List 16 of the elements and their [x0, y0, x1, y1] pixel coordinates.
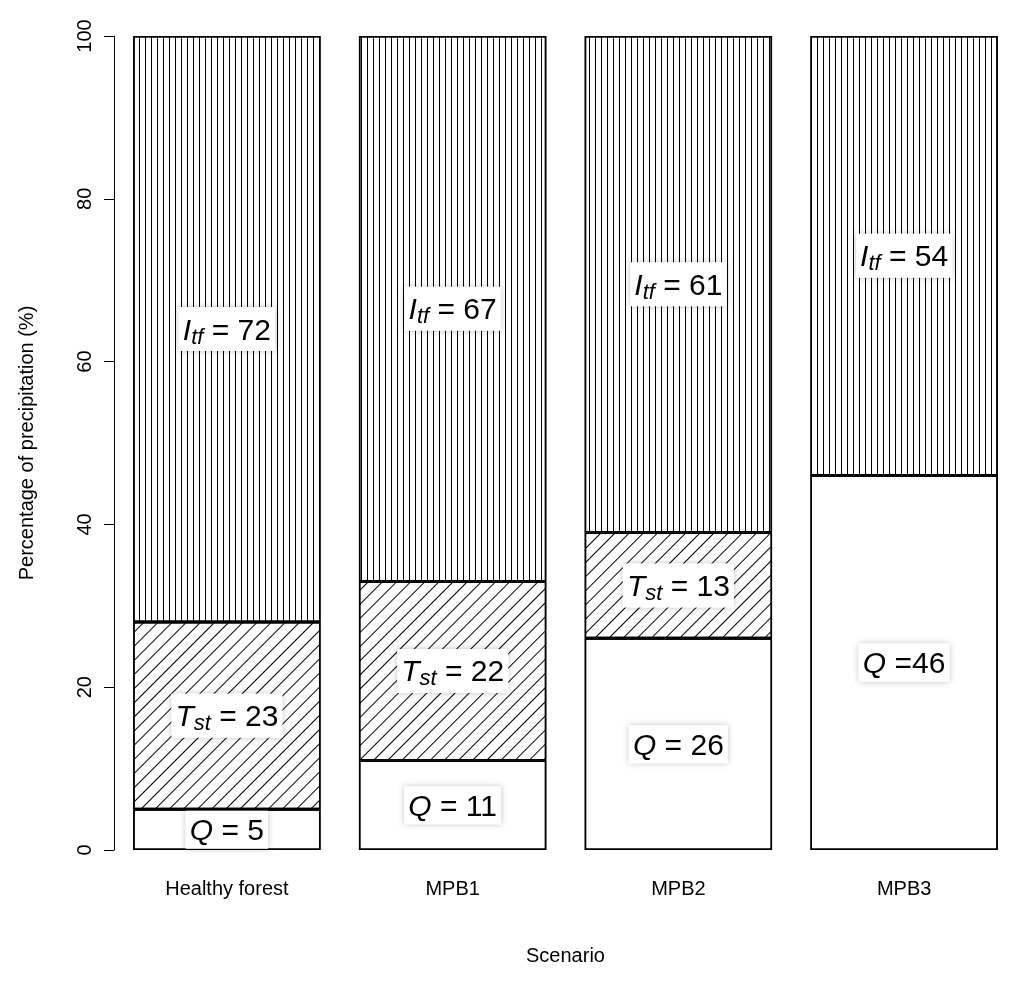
- x-axis-title: Scenario: [526, 944, 605, 966]
- data-label: Q = 26: [632, 727, 724, 761]
- data-label: Q = 11: [408, 788, 497, 822]
- x-tick-label: Healthy forest: [165, 877, 290, 899]
- y-tick-label: 100: [73, 19, 95, 53]
- y-tick-label: 60: [73, 350, 95, 373]
- y-tick-label: 0: [73, 844, 95, 856]
- y-tick-label: 20: [73, 676, 95, 699]
- data-label: Q = 5: [189, 813, 264, 847]
- data-label: Q =46: [862, 646, 946, 680]
- x-tick-label: MPB3: [876, 877, 932, 899]
- x-tick-label: MPB1: [425, 877, 480, 899]
- y-tick-label: 80: [73, 187, 95, 210]
- y-axis-title: Percentage of precipitation (%): [15, 305, 37, 581]
- x-tick-label: MPB2: [651, 877, 706, 899]
- y-tick-label: 40: [73, 513, 95, 536]
